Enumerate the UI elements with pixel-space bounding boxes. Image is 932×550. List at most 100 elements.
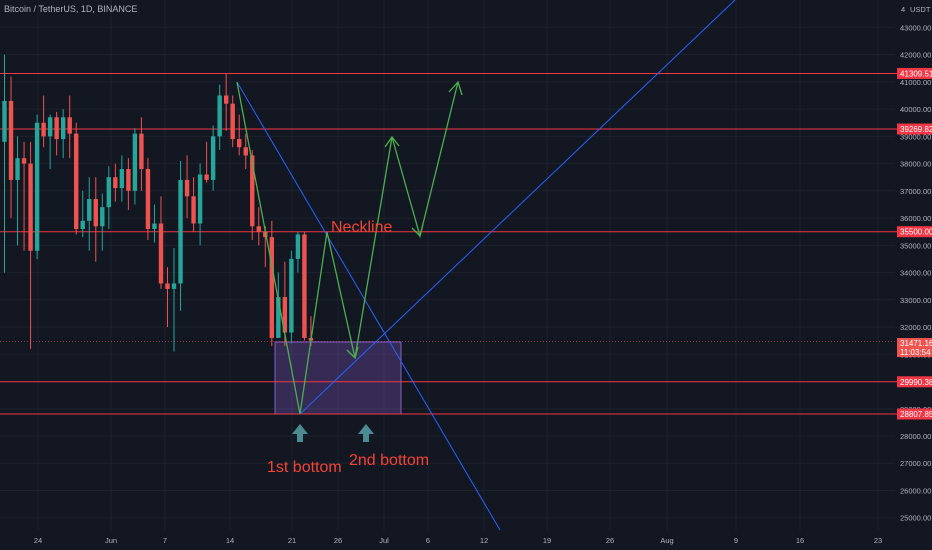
price-level-tag-bg xyxy=(897,226,932,238)
symbol-title[interactable]: Bitcoin / TetherUS, 1D, BINANCE xyxy=(4,4,138,14)
candle[interactable] xyxy=(145,158,151,240)
time-tick-label: 6 xyxy=(426,536,430,545)
candle-body xyxy=(276,297,281,338)
candle-body xyxy=(126,169,131,191)
ascending-trend-line[interactable] xyxy=(299,0,736,415)
candle-body xyxy=(178,179,183,284)
candle[interactable] xyxy=(100,193,105,251)
price-level-tag: 29990.38 xyxy=(897,376,932,388)
time-tick-label: 21 xyxy=(288,536,296,545)
candle[interactable] xyxy=(54,111,59,156)
descending-trend-line[interactable] xyxy=(236,81,501,531)
candle[interactable] xyxy=(8,76,14,219)
candle-body xyxy=(106,177,112,208)
candle-body xyxy=(158,223,164,284)
candle[interactable] xyxy=(34,114,40,259)
candle[interactable] xyxy=(217,84,222,150)
first-bottom-label: 1st bottom xyxy=(267,459,342,476)
candle[interactable] xyxy=(256,207,261,246)
candle[interactable] xyxy=(15,136,20,246)
candle[interactable] xyxy=(184,155,190,219)
candle[interactable] xyxy=(210,125,216,191)
currency-label[interactable]: USDT xyxy=(910,5,931,14)
time-tick-label: 7 xyxy=(163,536,167,545)
candle-body xyxy=(197,174,203,224)
candle[interactable] xyxy=(80,190,85,238)
price-level-tag-text: 35500.00 xyxy=(900,228,932,237)
candle[interactable] xyxy=(171,248,177,352)
candle[interactable] xyxy=(178,160,183,311)
price-level-tag-bg xyxy=(897,123,932,135)
candle[interactable] xyxy=(28,141,33,349)
candle[interactable] xyxy=(2,54,7,273)
pattern-path xyxy=(236,80,463,415)
arrowhead-4 xyxy=(448,80,463,96)
candle[interactable] xyxy=(204,141,209,183)
candle[interactable] xyxy=(139,117,144,191)
candle-body xyxy=(119,169,125,189)
time-tick-label: Aug xyxy=(660,536,673,545)
price-level-tag-text: 39269.82 xyxy=(900,125,932,134)
candle[interactable] xyxy=(60,109,66,159)
candle-body xyxy=(145,169,151,229)
candle[interactable] xyxy=(289,250,294,344)
candle-body xyxy=(28,163,33,251)
candle-body xyxy=(217,95,222,137)
candle-body xyxy=(34,122,40,251)
candle[interactable] xyxy=(191,177,196,232)
candle[interactable] xyxy=(295,231,301,273)
candle-body xyxy=(41,122,46,137)
candle-body xyxy=(230,103,235,140)
candle[interactable] xyxy=(113,163,118,202)
candle-body xyxy=(139,133,144,170)
candle[interactable] xyxy=(276,272,281,338)
candle[interactable] xyxy=(132,128,138,205)
time-axis[interactable]: 24 Jun 7 14 21 26 Jul 6 12 19 26 Aug 9 16 23 xyxy=(34,536,882,545)
time-tick-label: 24 xyxy=(34,536,42,545)
second-bottom-label: 2nd bottom xyxy=(349,452,429,469)
candle[interactable] xyxy=(47,114,53,170)
time-tick-label: 14 xyxy=(226,536,234,545)
candle[interactable] xyxy=(243,133,248,170)
price-tags: 41309.51 39269.82 35500.00 29990.38 28807.85 xyxy=(897,67,932,420)
candle-body xyxy=(184,179,190,197)
candle[interactable] xyxy=(197,163,203,246)
price-level-tag-text: 29990.38 xyxy=(900,378,932,387)
price-axis[interactable]: 43000.00 42000.00 41000.00 40000.00 39000.00… xyxy=(900,23,931,522)
candle[interactable] xyxy=(87,177,92,251)
price-tick-label: 25000.00 xyxy=(900,514,931,523)
candle[interactable] xyxy=(165,267,170,328)
time-tick-label: 26 xyxy=(606,536,614,545)
candle[interactable] xyxy=(269,220,275,347)
price-level-tag: 41309.51 xyxy=(897,67,932,79)
candle[interactable] xyxy=(158,196,164,289)
price-level-tag-bg xyxy=(897,376,932,388)
time-tick-label: 23 xyxy=(874,536,882,545)
price-tick-label: 33000.00 xyxy=(900,296,931,305)
candle[interactable] xyxy=(21,141,27,251)
price-tick-label: 41000.00 xyxy=(900,78,931,87)
time-tick-label: 16 xyxy=(796,536,804,545)
candle-body xyxy=(132,133,138,191)
candle[interactable] xyxy=(126,158,131,210)
candlesticks xyxy=(2,54,314,352)
candle[interactable] xyxy=(237,114,242,156)
candle[interactable] xyxy=(106,166,112,229)
candle-body xyxy=(60,117,66,140)
candle[interactable] xyxy=(230,95,235,148)
candle-body xyxy=(93,199,98,227)
settings-menu-icon[interactable]: 4 xyxy=(901,5,905,14)
candle[interactable] xyxy=(152,204,157,243)
arrowhead-3 xyxy=(411,223,424,238)
candle-body xyxy=(152,223,157,229)
candle[interactable] xyxy=(119,155,125,202)
candle-body xyxy=(295,234,301,259)
candle[interactable] xyxy=(302,231,307,341)
candle[interactable] xyxy=(74,122,79,235)
candle[interactable] xyxy=(41,95,46,148)
candle[interactable] xyxy=(67,95,72,159)
candle[interactable] xyxy=(93,177,98,262)
candle[interactable] xyxy=(223,73,229,131)
time-tick-label: 12 xyxy=(480,536,488,545)
